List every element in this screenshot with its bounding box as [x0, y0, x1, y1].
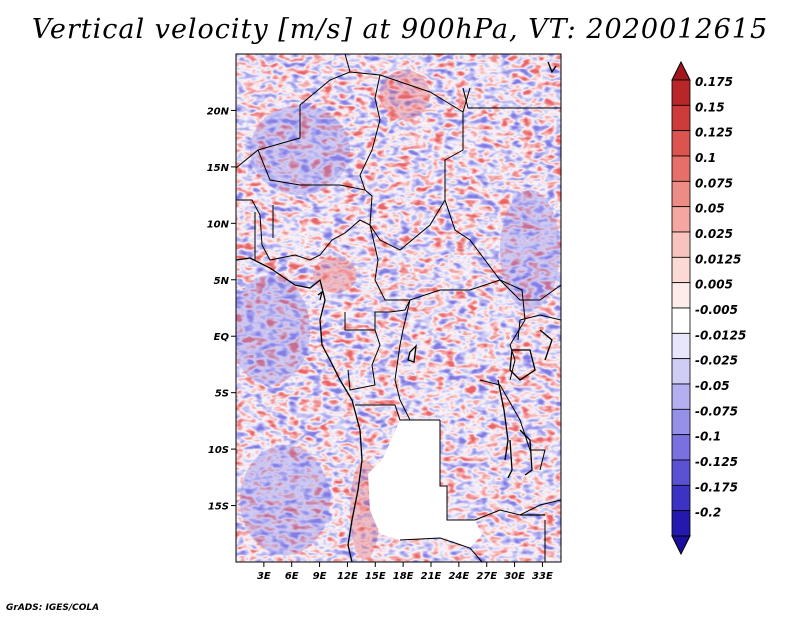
longitude-axis: 3E 6E 9E 12E 15E 18E 21E 24E 27E 30E 33E — [257, 562, 553, 582]
colorbar-bottom-arrow — [671, 535, 691, 556]
colorbar-swatch — [671, 332, 691, 360]
colorbar-swatch — [671, 358, 691, 385]
colorbar-swatch — [671, 79, 691, 106]
colorbar-swatch — [671, 408, 691, 436]
map-plot-area — [236, 54, 561, 562]
lon-label: 12E — [337, 571, 358, 582]
colorbar-label: 0.005 — [695, 278, 733, 292]
lat-label: 20N — [207, 106, 230, 117]
colorbar-label: -0.005 — [695, 303, 738, 317]
colorbar-swatch — [671, 256, 691, 284]
colorbar-label: -0.1 — [695, 430, 721, 444]
colorbar-label: 0.075 — [695, 176, 733, 190]
colorbar-label: -0.025 — [695, 354, 738, 368]
lon-label: 21E — [421, 571, 442, 582]
colorbar-swatch — [671, 180, 691, 208]
lat-label: 5N — [214, 276, 230, 287]
colorbar-label: -0.175 — [695, 480, 738, 494]
colorbar-swatch — [671, 231, 691, 258]
colorbar-label: -0.125 — [695, 455, 738, 469]
colorbar-swatch — [671, 155, 691, 182]
grads-credit: GrADS: IGES/COLA — [6, 603, 100, 613]
lat-label: 15N — [207, 163, 230, 174]
lat-label: 10N — [207, 219, 230, 230]
lon-label: 27E — [476, 571, 497, 582]
lat-label: 15S — [208, 502, 229, 513]
colorbar-swatch — [671, 307, 691, 334]
colorbar-label: -0.075 — [695, 404, 738, 418]
colorbar-label: 0.175 — [695, 75, 733, 89]
colorbar-label: -0.0125 — [695, 328, 746, 342]
coastlines — [236, 61, 557, 562]
colorbar-swatch — [671, 130, 691, 157]
lon-label: 6E — [285, 571, 299, 582]
colorbar-swatch — [671, 282, 691, 309]
lon-label: 30E — [504, 571, 525, 582]
colorbar-label: 0.0125 — [695, 252, 741, 266]
colorbar: 0.175 0.15 0.125 0.1 0.075 0.05 0.025 0.0125 0.0… — [671, 60, 746, 556]
lon-label: 3E — [257, 571, 271, 582]
masked-region — [368, 420, 482, 548]
colorbar-swatch — [671, 459, 691, 486]
colorbar-label: -0.2 — [695, 506, 721, 520]
country-borders — [236, 54, 561, 562]
colorbar-label: 0.025 — [695, 227, 733, 241]
colorbar-label: 0.15 — [695, 100, 725, 114]
colorbar-label: 0.125 — [695, 126, 733, 140]
colorbar-label: -0.05 — [695, 379, 730, 393]
velocity-regional-tints — [236, 70, 560, 560]
map-frame — [235, 53, 562, 563]
lon-label: 9E — [313, 571, 327, 582]
lon-label: 33E — [532, 571, 553, 582]
colorbar-label: 0.05 — [695, 202, 725, 216]
lon-label: 15E — [365, 571, 386, 582]
lat-label: 10S — [208, 445, 229, 456]
colorbar-swatch — [671, 484, 691, 512]
latitude-axis: 20N 15N 10N 5N EQ 5S 10S 15S — [207, 106, 236, 513]
lat-label: 5S — [215, 389, 229, 400]
colorbar-label: 0.1 — [695, 151, 716, 165]
colorbar-swatch — [671, 510, 691, 537]
colorbar-swatch — [671, 383, 691, 410]
colorbar-top-arrow — [671, 60, 691, 81]
lon-label: 24E — [448, 571, 469, 582]
colorbar-swatch — [671, 434, 691, 461]
colorbar-swatch — [671, 206, 691, 233]
lat-label: EQ — [214, 332, 230, 343]
map-title: Vertical velocity [m/s] at 900hPa, VT: 2… — [31, 14, 769, 45]
colorbar-swatch — [671, 104, 691, 132]
lon-label: 18E — [393, 571, 414, 582]
